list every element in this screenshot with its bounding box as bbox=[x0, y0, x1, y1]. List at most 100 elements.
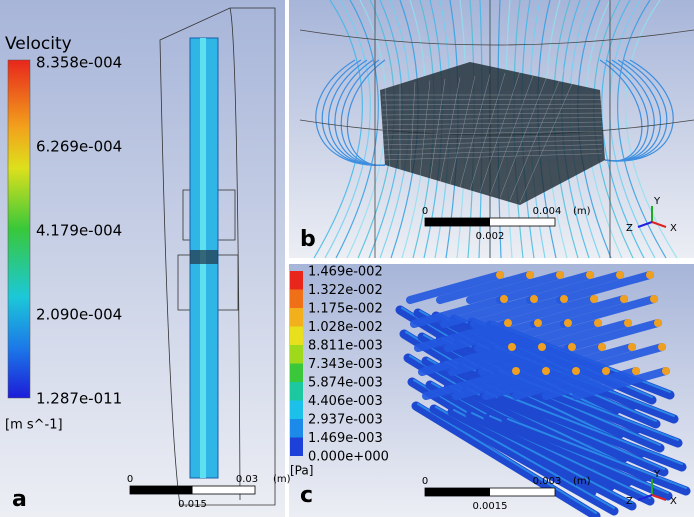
streamline bbox=[334, 59, 386, 166]
rod bbox=[542, 367, 640, 400]
color-band bbox=[290, 326, 303, 345]
mesh-line bbox=[381, 99, 603, 101]
rod bbox=[512, 367, 610, 400]
legend-label: 7.343e-003 bbox=[308, 357, 383, 372]
legend-label: 5.874e-003 bbox=[308, 376, 383, 391]
rod-highlight bbox=[507, 418, 687, 489]
legend-label: 1.322e-002 bbox=[308, 283, 383, 298]
mesh-line bbox=[381, 103, 603, 106]
rod-end bbox=[602, 367, 610, 375]
rod-end bbox=[526, 271, 534, 279]
streamline bbox=[604, 59, 674, 162]
streamline bbox=[340, 59, 386, 166]
color-band bbox=[290, 363, 303, 382]
streamline bbox=[617, 0, 667, 259]
scale-mid: 0.015 bbox=[178, 499, 207, 510]
scale-start: 0 bbox=[127, 474, 133, 485]
axis-z bbox=[637, 494, 653, 501]
rod bbox=[504, 319, 602, 352]
rod bbox=[444, 319, 542, 352]
mesh-line bbox=[469, 72, 506, 191]
legend-label: 0.000e+000 bbox=[308, 450, 389, 465]
mesh-line bbox=[381, 153, 603, 161]
color-band bbox=[290, 437, 303, 456]
scale-unit: (m) bbox=[273, 474, 291, 485]
scaffold-mini bbox=[190, 250, 218, 264]
rod bbox=[483, 413, 673, 501]
color-band bbox=[290, 345, 303, 364]
legend-label: 4.406e-003 bbox=[308, 394, 383, 409]
axis-label-z: Z bbox=[626, 496, 633, 507]
rod-end bbox=[662, 367, 670, 375]
streamline bbox=[599, 59, 643, 162]
rod-end bbox=[658, 343, 666, 351]
rod-end bbox=[504, 319, 512, 327]
legend-label: 1.469e-002 bbox=[308, 265, 383, 280]
legend-unit: [m s^-1] bbox=[5, 418, 63, 433]
rod-end bbox=[542, 367, 550, 375]
streamline bbox=[315, 59, 386, 166]
rod-end bbox=[572, 367, 580, 375]
mesh-line bbox=[439, 77, 461, 183]
mesh-line bbox=[519, 65, 581, 203]
axis-x bbox=[651, 494, 667, 501]
mesh-line bbox=[381, 121, 603, 126]
rod-end bbox=[616, 271, 624, 279]
axis-label-y: Y bbox=[653, 196, 661, 207]
rod bbox=[422, 367, 520, 400]
scale-mid: 0.0015 bbox=[473, 501, 508, 512]
legend-label: 4.179e-004 bbox=[36, 222, 122, 240]
mesh-line bbox=[381, 108, 603, 111]
rod-end bbox=[568, 343, 576, 351]
mesh-line bbox=[459, 74, 491, 188]
rod bbox=[466, 271, 564, 304]
color-band bbox=[290, 382, 303, 401]
axis-label-z: Z bbox=[626, 223, 633, 234]
rod-end bbox=[654, 319, 662, 327]
rod-end bbox=[500, 295, 508, 303]
rod bbox=[447, 407, 637, 511]
velocity-colorbar bbox=[7, 59, 31, 399]
rod-end bbox=[564, 319, 572, 327]
panel-a-bg bbox=[0, 0, 285, 517]
rod bbox=[500, 295, 598, 328]
rod-end bbox=[508, 343, 516, 351]
mesh-line bbox=[509, 66, 566, 201]
rod bbox=[410, 295, 508, 328]
streamline bbox=[346, 59, 386, 166]
scale-bar-black bbox=[130, 486, 193, 494]
rod-end bbox=[512, 367, 520, 375]
rod bbox=[568, 343, 666, 376]
scale-end: 0.004 bbox=[533, 206, 562, 217]
rod bbox=[530, 295, 628, 328]
mesh-line bbox=[449, 75, 476, 186]
scale-start: 0 bbox=[422, 476, 428, 487]
rod-highlight bbox=[503, 394, 683, 465]
legend-label: 8.811e-003 bbox=[308, 339, 383, 354]
rod-highlight bbox=[417, 403, 597, 514]
scale-end: 0.03 bbox=[236, 474, 258, 485]
rod-end bbox=[628, 343, 636, 351]
legend-label: 8.358e-004 bbox=[36, 54, 122, 72]
mesh-line bbox=[381, 130, 603, 136]
rod-end bbox=[646, 271, 654, 279]
rod-end bbox=[556, 271, 564, 279]
rod bbox=[501, 416, 691, 496]
rod-end bbox=[650, 295, 658, 303]
mesh-line bbox=[499, 68, 551, 198]
mesh-line bbox=[409, 81, 416, 176]
color-band bbox=[290, 419, 303, 438]
mesh-line bbox=[479, 71, 521, 193]
mesh-line bbox=[384, 84, 391, 171]
color-band bbox=[290, 289, 303, 308]
rod bbox=[560, 295, 658, 328]
color-band bbox=[290, 308, 303, 327]
rod-end bbox=[560, 295, 568, 303]
scale-end: 0.003 bbox=[533, 476, 562, 487]
domain-outline-b bbox=[299, 0, 694, 258]
scale-start: 0 bbox=[422, 206, 428, 217]
streamline bbox=[601, 0, 645, 259]
mesh-line bbox=[419, 80, 431, 178]
legend-label: 2.090e-004 bbox=[36, 306, 122, 324]
